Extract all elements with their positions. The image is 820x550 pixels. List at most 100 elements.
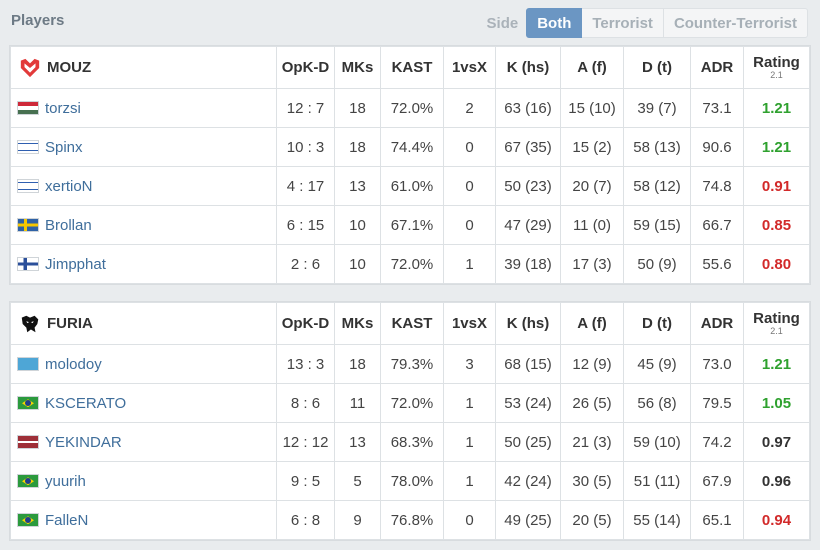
stat-dt: 59 (15)	[623, 205, 691, 245]
stat-khs: 42 (24)	[495, 461, 561, 501]
rating-version: 2.1	[770, 326, 783, 336]
column-header[interactable]: OpK-D	[276, 46, 335, 89]
side-filter: Side Both Terrorist Counter-Terrorist	[487, 8, 808, 38]
team-stats-table-mouz: MOUZ OpK-D MKs KAST 1vsX K (hs) A (f) D (t) ADR R…	[10, 46, 810, 284]
player-name-link[interactable]: molodoy	[45, 355, 102, 373]
stat-af: 12 (9)	[560, 344, 624, 384]
column-header[interactable]: MKs	[334, 302, 381, 345]
flag-se-icon	[17, 218, 39, 233]
stat-af: 20 (7)	[560, 166, 624, 206]
stat-af: 21 (3)	[560, 422, 624, 462]
player-name-link[interactable]: Jimpphat	[45, 255, 106, 273]
stat-dt: 45 (9)	[623, 344, 691, 384]
player-name-link[interactable]: yuurih	[45, 472, 86, 490]
stat-kast: 72.0%	[380, 88, 444, 128]
flag-br-icon	[17, 396, 39, 411]
stat-rating: 1.05	[743, 383, 810, 423]
team-name: FURIA	[47, 315, 93, 332]
column-header-rating[interactable]: Rating 2.1	[743, 46, 810, 89]
player-name-link[interactable]: Brollan	[45, 216, 92, 234]
stat-rating: 0.96	[743, 461, 810, 501]
stat-khs: 50 (25)	[495, 422, 561, 462]
column-header-rating[interactable]: Rating 2.1	[743, 302, 810, 345]
stat-mks: 9	[334, 500, 381, 540]
stat-opkd: 12 : 7	[276, 88, 335, 128]
stat-vsx: 1	[443, 422, 496, 462]
side-tab-counter-terrorist[interactable]: Counter-Terrorist	[663, 8, 808, 38]
column-header[interactable]: MKs	[334, 46, 381, 89]
column-header[interactable]: KAST	[380, 46, 444, 89]
stat-mks: 13	[334, 166, 381, 206]
stat-kast: 61.0%	[380, 166, 444, 206]
flag-br-icon	[17, 474, 39, 489]
column-header[interactable]: KAST	[380, 302, 444, 345]
stat-dt: 58 (13)	[623, 127, 691, 167]
stat-af: 15 (10)	[560, 88, 624, 128]
stat-khs: 49 (25)	[495, 500, 561, 540]
column-header[interactable]: ADR	[690, 46, 744, 89]
stat-rating: 0.91	[743, 166, 810, 206]
stat-adr: 74.8	[690, 166, 744, 206]
stat-kast: 68.3%	[380, 422, 444, 462]
stat-rating: 1.21	[743, 127, 810, 167]
stat-vsx: 0	[443, 166, 496, 206]
stat-mks: 18	[334, 127, 381, 167]
stat-khs: 53 (24)	[495, 383, 561, 423]
player-name-link[interactable]: xertioN	[45, 177, 93, 195]
stat-mks: 10	[334, 205, 381, 245]
stat-mks: 18	[334, 88, 381, 128]
player-row: torzsi 12 : 7 18 72.0% 2 63 (16) 15 (10) 39 (7)…	[10, 88, 810, 128]
stat-af: 20 (5)	[560, 500, 624, 540]
stat-vsx: 0	[443, 500, 496, 540]
stat-khs: 50 (23)	[495, 166, 561, 206]
player-row: xertioN 4 : 17 13 61.0% 0 50 (23) 20 (7) 58 (12…	[10, 166, 810, 206]
stat-khs: 47 (29)	[495, 205, 561, 245]
side-tab-both[interactable]: Both	[526, 8, 583, 38]
column-header[interactable]: 1vsX	[443, 46, 496, 89]
player-name-link[interactable]: KSCERATO	[45, 394, 127, 412]
player-cell: Brollan	[10, 205, 277, 245]
stat-kast: 74.4%	[380, 127, 444, 167]
flag-il-icon	[17, 179, 39, 194]
stat-opkd: 13 : 3	[276, 344, 335, 384]
rating-label: Rating	[753, 310, 800, 327]
column-header[interactable]: A (f)	[560, 302, 624, 345]
player-row: yuurih 9 : 5 5 78.0% 1 42 (24) 30 (5) 51 (11) 67…	[10, 461, 810, 501]
player-name-link[interactable]: YEKINDAR	[45, 433, 122, 451]
stat-opkd: 2 : 6	[276, 244, 335, 284]
stat-adr: 65.1	[690, 500, 744, 540]
stat-kast: 76.8%	[380, 500, 444, 540]
column-header[interactable]: K (hs)	[495, 46, 561, 89]
column-header[interactable]: D (t)	[623, 302, 691, 345]
stat-rating: 0.94	[743, 500, 810, 540]
stat-af: 15 (2)	[560, 127, 624, 167]
player-row: FalleN 6 : 8 9 76.8% 0 49 (25) 20 (5) 55 (14) 65…	[10, 500, 810, 540]
column-header[interactable]: A (f)	[560, 46, 624, 89]
player-cell: yuurih	[10, 461, 277, 501]
stat-khs: 63 (16)	[495, 88, 561, 128]
column-header[interactable]: OpK-D	[276, 302, 335, 345]
column-header[interactable]: ADR	[690, 302, 744, 345]
player-cell: molodoy	[10, 344, 277, 384]
player-row: KSCERATO 8 : 6 11 72.0% 1 53 (24) 26 (5) 56 (8)…	[10, 383, 810, 423]
stat-adr: 90.6	[690, 127, 744, 167]
furia-panther-logo-icon	[21, 315, 39, 332]
player-name-link[interactable]: FalleN	[45, 511, 89, 529]
column-header[interactable]: 1vsX	[443, 302, 496, 345]
player-name-link[interactable]: torzsi	[45, 99, 81, 117]
stat-kast: 78.0%	[380, 461, 444, 501]
stat-adr: 74.2	[690, 422, 744, 462]
side-tab-terrorist[interactable]: Terrorist	[582, 8, 664, 38]
stat-rating: 0.80	[743, 244, 810, 284]
stat-dt: 55 (14)	[623, 500, 691, 540]
stat-adr: 55.6	[690, 244, 744, 284]
stat-vsx: 2	[443, 88, 496, 128]
stat-mks: 10	[334, 244, 381, 284]
column-header[interactable]: D (t)	[623, 46, 691, 89]
player-name-link[interactable]: Spinx	[45, 138, 83, 156]
column-header[interactable]: K (hs)	[495, 302, 561, 345]
player-cell: Spinx	[10, 127, 277, 167]
stat-dt: 51 (11)	[623, 461, 691, 501]
stat-kast: 67.1%	[380, 205, 444, 245]
stat-kast: 72.0%	[380, 383, 444, 423]
